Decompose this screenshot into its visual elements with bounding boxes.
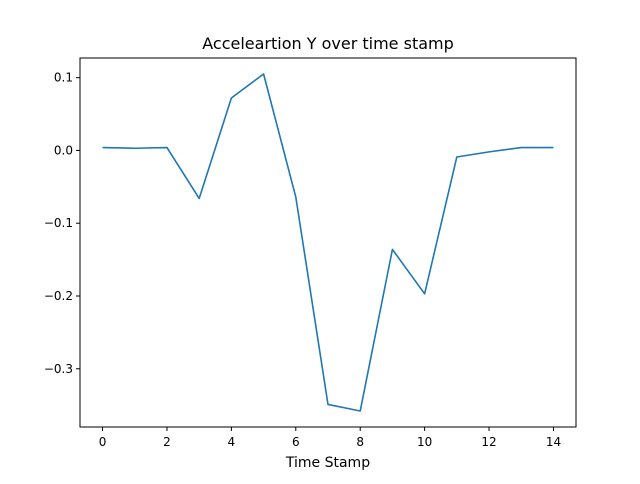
- x-tick-label: 0: [99, 435, 107, 449]
- x-tick-label: 6: [292, 435, 300, 449]
- y-tick-label: 0.0: [54, 143, 73, 157]
- x-tick-label: 14: [546, 435, 561, 449]
- x-tick-label: 8: [356, 435, 364, 449]
- y-tick-label: −0.1: [44, 216, 73, 230]
- x-tick-label: 10: [417, 435, 432, 449]
- x-tick-label: 2: [163, 435, 171, 449]
- chart-title: Acceleartion Y over time stamp: [202, 34, 454, 53]
- y-tick-label: −0.3: [44, 362, 73, 376]
- axis-ticks: 0 2 4 6 8 10 12 14 0.1 0.0 −0.1 −0.2 −0.3: [44, 71, 561, 449]
- series-line-0: [102, 73, 554, 412]
- plot-frame: [79, 57, 577, 428]
- x-tick-label: 12: [481, 435, 496, 449]
- y-tick-label: 0.1: [54, 71, 73, 85]
- x-tick-label: 4: [228, 435, 236, 449]
- x-axis-label: Time Stamp: [285, 455, 370, 471]
- y-tick-label: −0.2: [44, 289, 73, 303]
- plot-area: [102, 73, 554, 412]
